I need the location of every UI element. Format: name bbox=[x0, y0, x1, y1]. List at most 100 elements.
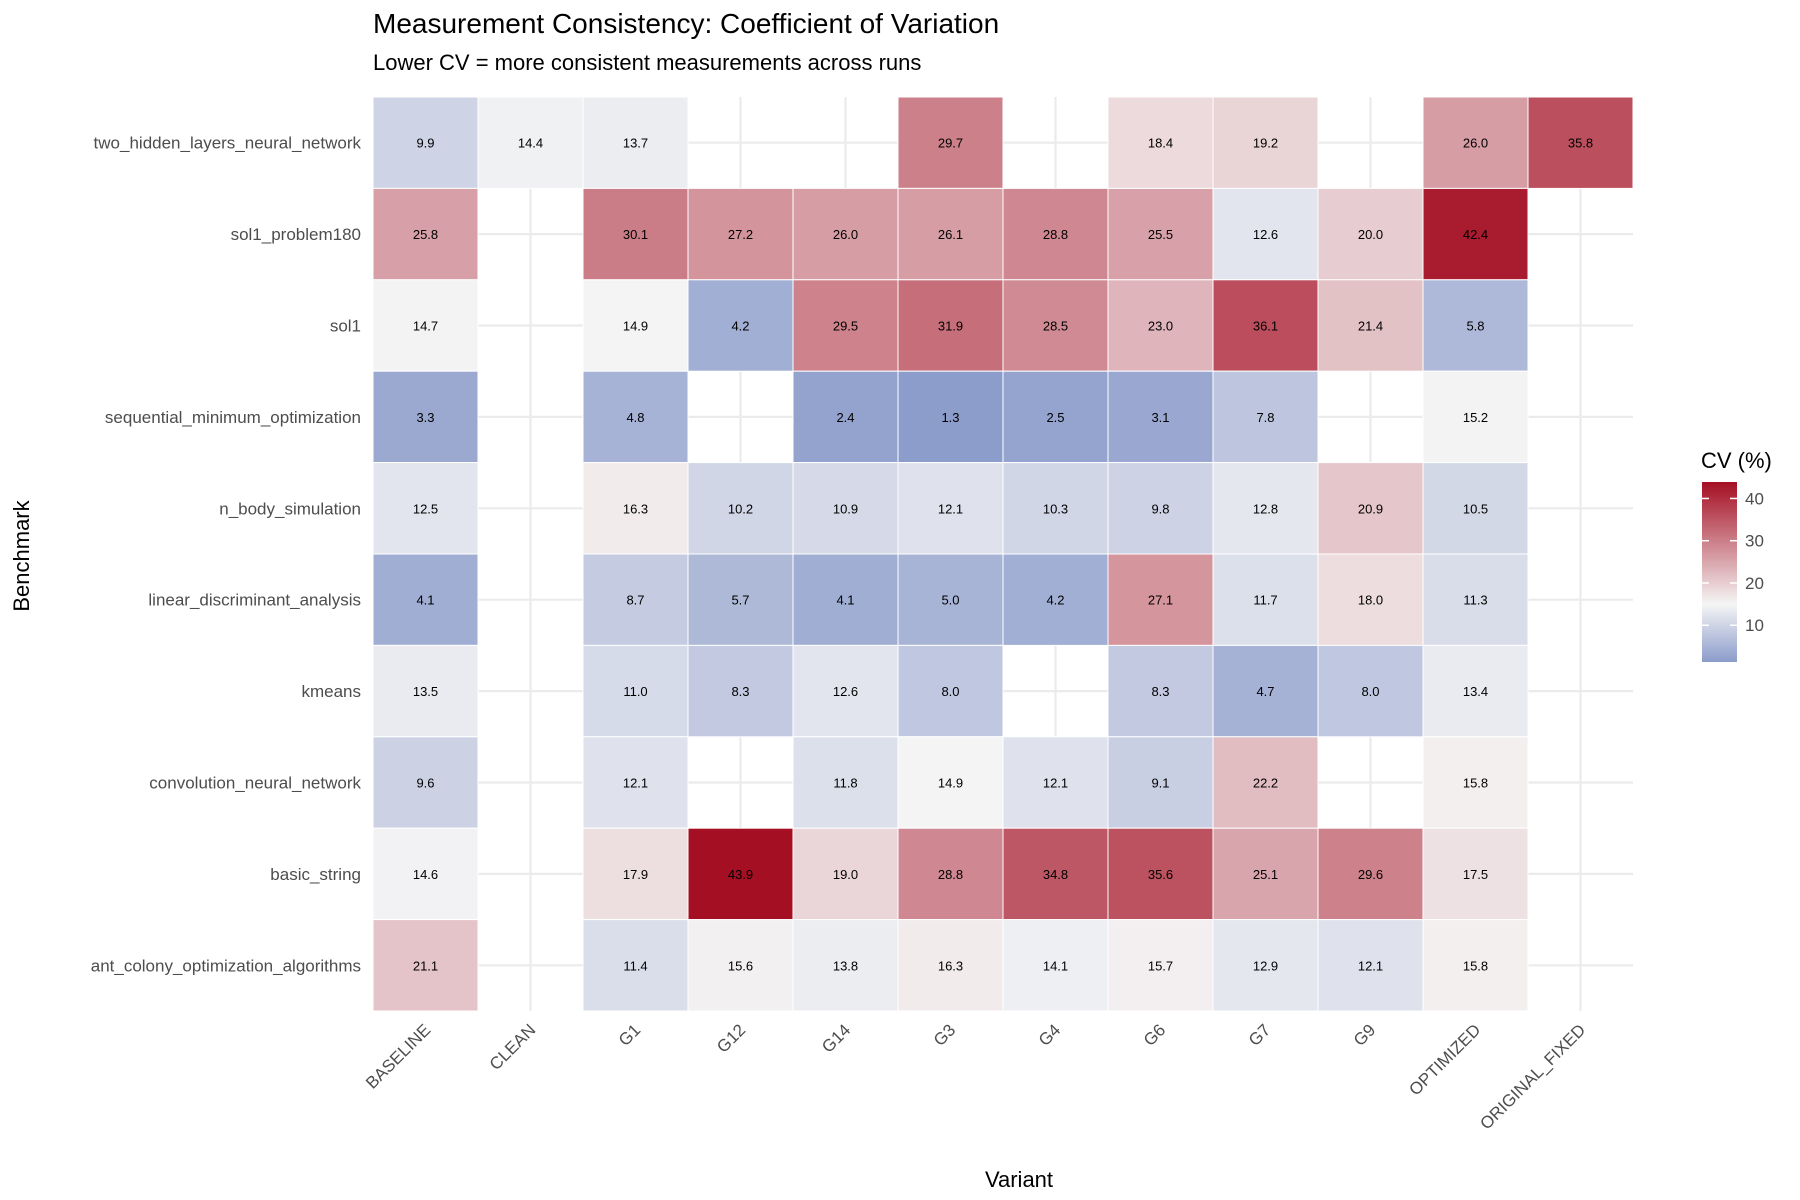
heatmap-cell bbox=[582, 553, 689, 646]
cell-value-label: 5.7 bbox=[731, 593, 749, 608]
heatmap-cell bbox=[1002, 279, 1109, 372]
cell-value-label: 3.3 bbox=[416, 410, 434, 425]
cell-value-label: 9.9 bbox=[416, 136, 434, 151]
y-tick-label: n_body_simulation bbox=[219, 499, 361, 518]
heatmap-cell bbox=[477, 96, 584, 189]
cell-value-label: 35.8 bbox=[1568, 136, 1593, 151]
heatmap-cell bbox=[897, 370, 1004, 464]
cell-value-label: 12.1 bbox=[1358, 958, 1383, 973]
x-tick-label: ORIGINAL_FIXED bbox=[1476, 1020, 1589, 1133]
cell-value-label: 28.5 bbox=[1043, 319, 1068, 334]
heatmap-cell bbox=[1107, 919, 1214, 1012]
heatmap-cell bbox=[792, 644, 899, 738]
legend-colorbar bbox=[1702, 482, 1737, 662]
cell-value-label: 11.8 bbox=[833, 776, 857, 791]
heatmap-cell bbox=[1212, 644, 1319, 738]
heatmap-cell bbox=[1002, 462, 1109, 555]
cell-value-label: 10.3 bbox=[1043, 501, 1068, 516]
cell-value-label: 7.8 bbox=[1256, 410, 1274, 425]
y-tick-label: convolution_neural_network bbox=[149, 774, 361, 793]
cell-value-label: 19.0 bbox=[833, 867, 858, 882]
x-tick-label: G3 bbox=[930, 1020, 959, 1049]
cell-value-label: 8.3 bbox=[731, 684, 749, 699]
heatmap-cell bbox=[1212, 736, 1319, 829]
cell-value-label: 31.9 bbox=[938, 319, 963, 334]
heatmap-cell bbox=[1107, 96, 1214, 189]
heatmap-cell bbox=[582, 370, 689, 464]
heatmap-cell bbox=[1422, 644, 1529, 738]
cell-value-labels: 9.9 14.4 13.7 29.7 18.4 19.2 26.0 35.8 25.8 30.1 2… bbox=[413, 136, 1593, 974]
heatmap-cell bbox=[1002, 919, 1109, 1012]
cell-value-label: 15.8 bbox=[1463, 958, 1488, 973]
cell-value-label: 4.2 bbox=[731, 319, 749, 334]
heatmap-cell bbox=[1002, 736, 1109, 829]
heatmap-cell bbox=[1107, 644, 1214, 738]
heatmap-cell bbox=[687, 462, 794, 555]
cell-value-label: 11.4 bbox=[623, 958, 647, 973]
cell-value-label: 8.3 bbox=[1151, 684, 1169, 699]
heatmap-cell bbox=[1107, 187, 1214, 281]
heatmap-cell bbox=[582, 96, 689, 189]
y-axis-tick-labels: two_hidden_layers_neural_network sol1_pro… bbox=[91, 134, 362, 976]
legend-ticks: 10 20 30 40 bbox=[1702, 489, 1764, 635]
heatmap-cell bbox=[792, 187, 899, 281]
y-axis-title: Benchmark bbox=[9, 499, 34, 611]
cell-value-label: 20.9 bbox=[1358, 501, 1383, 516]
cell-value-label: 29.5 bbox=[833, 319, 858, 334]
cell-value-label: 17.5 bbox=[1463, 867, 1488, 882]
heatmap-cell bbox=[1212, 462, 1319, 555]
cell-value-label: 14.9 bbox=[938, 776, 963, 791]
y-tick-label: sol1_problem180 bbox=[231, 225, 361, 244]
cell-value-label: 14.4 bbox=[518, 136, 543, 151]
cell-value-label: 10.5 bbox=[1463, 501, 1488, 516]
heatmap-cell bbox=[792, 736, 899, 829]
heatmap-cell bbox=[372, 279, 479, 372]
heatmap-cell bbox=[897, 187, 1004, 281]
cell-value-label: 9.8 bbox=[1151, 501, 1169, 516]
y-tick-label: two_hidden_layers_neural_network bbox=[94, 134, 362, 153]
cell-value-label: 15.7 bbox=[1148, 958, 1173, 973]
cell-value-label: 9.1 bbox=[1151, 776, 1169, 791]
heatmap-cell bbox=[897, 919, 1004, 1012]
heatmap-cell bbox=[1317, 553, 1424, 646]
cell-value-label: 27.1 bbox=[1148, 593, 1173, 608]
y-tick-label: basic_string bbox=[270, 865, 361, 884]
heatmap-cell bbox=[372, 187, 479, 281]
heatmap-cell bbox=[687, 187, 794, 281]
heatmap-cell bbox=[1422, 279, 1529, 372]
cell-value-label: 4.2 bbox=[1046, 593, 1064, 608]
cell-value-label: 42.4 bbox=[1463, 227, 1488, 242]
heatmap-cell bbox=[687, 279, 794, 372]
x-tick-label: OPTIMIZED bbox=[1405, 1020, 1484, 1099]
heatmap-cell bbox=[897, 644, 1004, 738]
cell-value-label: 25.5 bbox=[1148, 227, 1173, 242]
cell-value-label: 10.9 bbox=[833, 501, 858, 516]
cell-value-label: 43.9 bbox=[728, 867, 753, 882]
heatmap-cell bbox=[1107, 553, 1214, 646]
cell-value-label: 8.7 bbox=[626, 593, 644, 608]
cell-value-label: 17.9 bbox=[623, 867, 648, 882]
cell-value-label: 20.0 bbox=[1358, 227, 1383, 242]
heatmap-cell bbox=[1527, 96, 1634, 189]
cell-value-label: 12.9 bbox=[1253, 958, 1278, 973]
heatmap-cell bbox=[372, 919, 479, 1012]
cell-value-label: 25.1 bbox=[1253, 867, 1278, 882]
x-tick-label: G9 bbox=[1350, 1020, 1379, 1049]
cell-value-label: 4.8 bbox=[626, 410, 644, 425]
heatmap-cell bbox=[1422, 96, 1529, 189]
legend-tick-label: 20 bbox=[1745, 574, 1764, 593]
cell-value-label: 15.2 bbox=[1463, 410, 1488, 425]
cell-value-label: 12.6 bbox=[1253, 227, 1278, 242]
heatmap-cell bbox=[687, 827, 794, 921]
cell-value-label: 28.8 bbox=[938, 867, 963, 882]
heatmap-cell bbox=[1212, 96, 1319, 189]
cell-value-label: 14.1 bbox=[1043, 958, 1068, 973]
heatmap-cell bbox=[1212, 370, 1319, 464]
x-tick-label: G12 bbox=[713, 1020, 749, 1056]
heatmap-cell bbox=[1107, 279, 1214, 372]
heatmap-cell bbox=[792, 279, 899, 372]
cell-value-label: 11.0 bbox=[623, 684, 647, 699]
heatmap-cell bbox=[582, 279, 689, 372]
legend-title: CV (%) bbox=[1701, 448, 1772, 473]
